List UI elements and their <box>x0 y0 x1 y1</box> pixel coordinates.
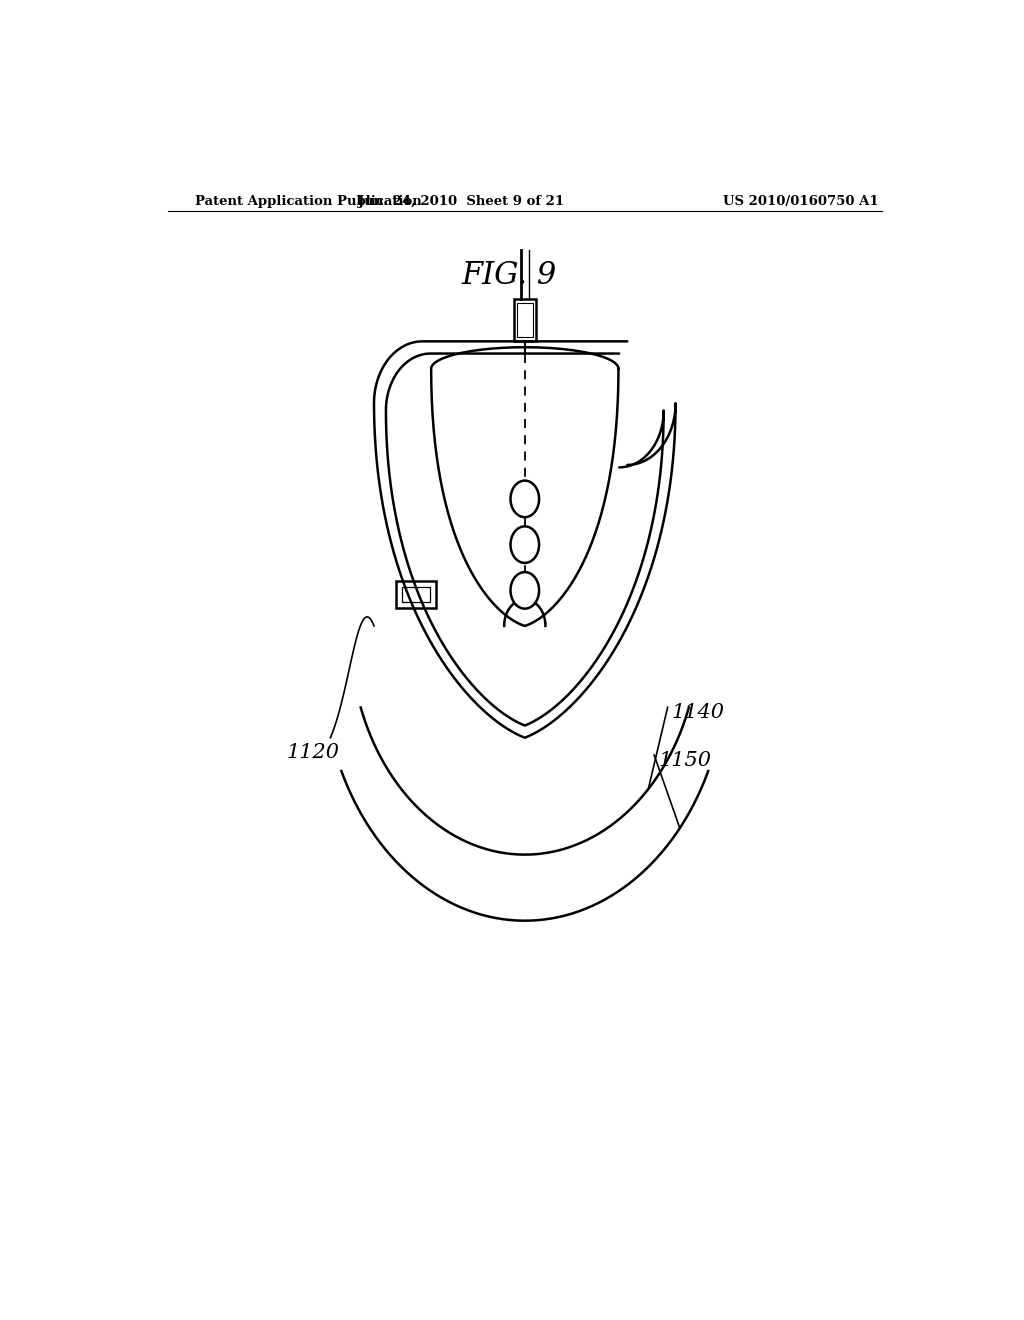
Text: 1140: 1140 <box>672 702 725 722</box>
Text: 1150: 1150 <box>658 751 711 770</box>
Text: Patent Application Publication: Patent Application Publication <box>196 194 422 207</box>
Text: Jun. 24, 2010  Sheet 9 of 21: Jun. 24, 2010 Sheet 9 of 21 <box>358 194 564 207</box>
Bar <box>396 581 436 607</box>
Text: FIG. 9: FIG. 9 <box>461 260 557 290</box>
Text: US 2010/0160750 A1: US 2010/0160750 A1 <box>723 194 879 207</box>
Text: 1120: 1120 <box>287 743 340 763</box>
Bar <box>401 587 430 602</box>
Circle shape <box>511 480 539 517</box>
Bar <box>514 298 536 342</box>
Circle shape <box>511 527 539 562</box>
Bar <box>517 302 532 338</box>
Circle shape <box>511 572 539 609</box>
